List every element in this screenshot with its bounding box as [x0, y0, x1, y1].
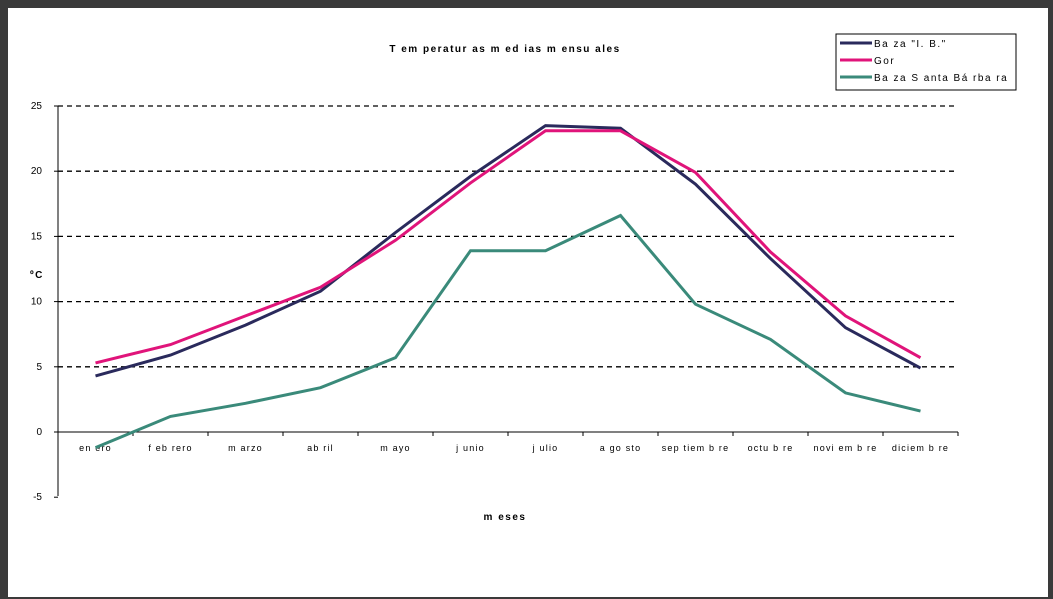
y-tick-label: 20 — [31, 166, 43, 177]
y-tick-label: -5 — [33, 492, 42, 503]
x-tick-label: a go sto — [600, 443, 642, 453]
series-line-1 — [95, 129, 922, 365]
x-tick-label: f eb rero — [148, 443, 192, 453]
y-tick-label: 5 — [36, 362, 42, 373]
x-tick-label: sep tiem b re — [662, 443, 730, 453]
legend: Ba za "I. B." Gor Ba za S anta Bá rba ra — [835, 33, 1017, 91]
x-tick-label: m ayo — [380, 443, 411, 453]
legend-label: Ba za S anta Bá rba ra — [874, 73, 1008, 84]
series-lines — [94, 124, 922, 449]
x-tick-label: m arzo — [228, 443, 263, 453]
x-tick-label: en ero — [79, 443, 112, 453]
y-tick-labels: -5 0 5 10 15 20 25 — [31, 101, 43, 503]
series-line-2 — [94, 213, 921, 449]
x-tick-labels: en ero f eb rero m arzo ab ril m ayo j unio j … — [79, 443, 949, 453]
y-tick-label: 10 — [31, 297, 43, 308]
x-tick-label: octu b re — [748, 443, 794, 453]
gridlines — [58, 105, 958, 368]
axes — [54, 105, 959, 498]
x-axis-label: m eses — [484, 512, 527, 523]
x-tick-label: j unio — [455, 443, 485, 453]
y-tick-label: 15 — [31, 231, 43, 242]
x-tick-label: diciem b re — [892, 443, 949, 453]
x-tick-label: j ulio — [532, 443, 559, 453]
chart-title: T em peratur as m ed ias m ensu ales — [389, 44, 620, 55]
legend-label: Ba za "I. B." — [874, 39, 947, 50]
y-tick-label: 0 — [36, 427, 42, 438]
y-axis-label: ºC — [30, 270, 44, 281]
x-tick-label: novi em b re — [814, 443, 878, 453]
y-tick-label: 25 — [31, 101, 43, 112]
legend-label: Gor — [874, 56, 895, 67]
x-tick-label: ab ril — [307, 443, 334, 453]
series-line-0 — [95, 124, 922, 378]
